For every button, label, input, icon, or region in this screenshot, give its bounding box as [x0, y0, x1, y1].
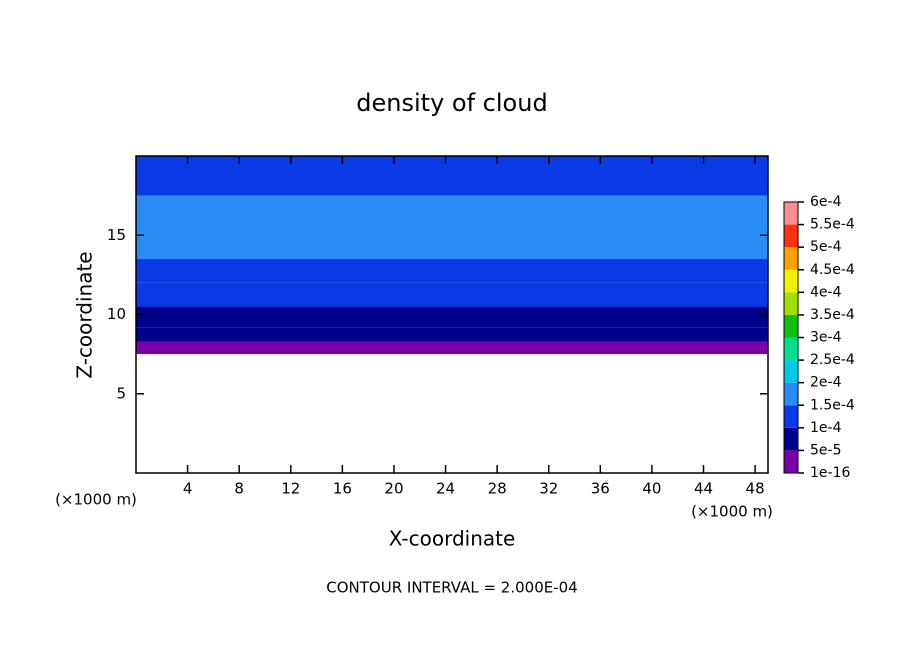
colorbar-band — [784, 247, 798, 270]
x-tick-label: 8 — [234, 480, 244, 498]
contour-layer — [136, 341, 768, 355]
colorbar-label: 2e-4 — [810, 375, 842, 391]
colorbar-label: 3e-4 — [810, 330, 842, 346]
annotation: CONTOUR INTERVAL = 2.000E-04 — [326, 579, 577, 597]
colorbar-label: 6e-4 — [810, 194, 842, 210]
colorbar-label: 2.5e-4 — [810, 352, 855, 368]
x-tick-label: 4 — [183, 480, 193, 498]
colorbar-band — [784, 202, 798, 225]
contour-layer — [136, 306, 768, 328]
x-tick-label: 20 — [384, 480, 403, 498]
colorbar-band — [784, 292, 798, 315]
x-tick-label: 32 — [539, 480, 558, 498]
colorbar-band — [784, 450, 798, 473]
colorbar-band — [784, 382, 798, 406]
contour-layer — [136, 327, 768, 342]
x-tick-label: 48 — [746, 480, 765, 498]
y-tick-label: 15 — [107, 226, 126, 244]
colorbar-band — [784, 224, 798, 248]
contour-layer — [136, 156, 768, 196]
colorbar-band — [784, 269, 798, 293]
x-tick-label: 28 — [488, 480, 507, 498]
colorbar-label: 1e-4 — [810, 420, 842, 436]
colorbar-band — [784, 314, 798, 338]
contour-layer — [136, 259, 768, 283]
y-unit: (×1000 m) — [55, 491, 137, 509]
colorbar-label: 1.5e-4 — [810, 397, 855, 413]
colorbar-label: 5e-5 — [810, 442, 841, 458]
y-axis-label: Z-coordinate — [73, 251, 97, 378]
colorbar-band — [784, 337, 798, 361]
x-tick-label: 40 — [642, 480, 661, 498]
x-tick-label: 12 — [281, 480, 300, 498]
contour-layer — [136, 282, 768, 307]
colorbar-band — [784, 405, 798, 428]
x-tick-label: 44 — [694, 480, 713, 498]
colorbar-label: 1e-16 — [810, 465, 850, 481]
colorbar-label: 4e-4 — [810, 284, 842, 300]
y-tick-label: 10 — [107, 305, 126, 323]
y-tick-label: 5 — [116, 384, 126, 402]
x-tick-label: 24 — [436, 480, 455, 498]
colorbar-label: 4.5e-4 — [810, 262, 855, 278]
contour-layer — [136, 195, 768, 260]
x-tick-label: 16 — [333, 480, 352, 498]
x-unit: (×1000 m) — [691, 503, 773, 521]
colorbar-band — [784, 360, 798, 383]
colorbar-label: 5e-4 — [810, 239, 842, 255]
colorbar-band — [784, 427, 798, 451]
colorbar-label: 5.5e-4 — [810, 217, 855, 233]
colorbar-label: 3.5e-4 — [810, 307, 855, 323]
x-tick-label: 36 — [591, 480, 610, 498]
chart-title: density of cloud — [356, 89, 547, 117]
x-axis-label: X-coordinate — [389, 527, 516, 551]
